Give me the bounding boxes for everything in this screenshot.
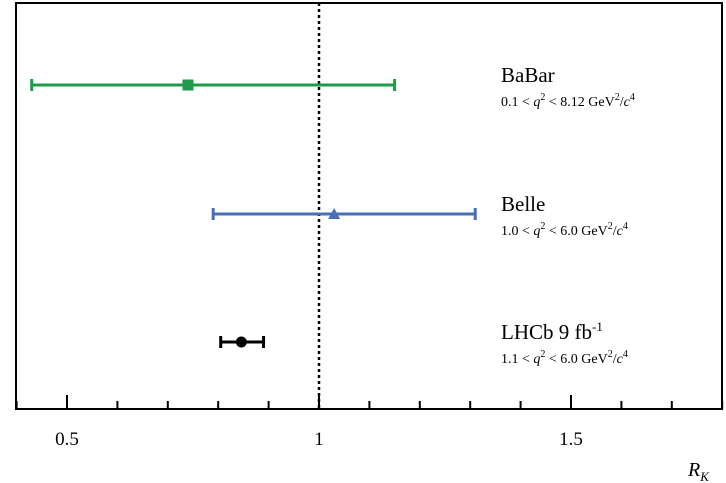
x-axis-ticks: 0.5 1 1.5 — [15, 395, 724, 450]
square-marker — [182, 79, 194, 91]
measurement-1 — [30, 79, 397, 91]
q2-range-label: 0.1 < q2 < 8.12 GeV2/c4 — [501, 92, 635, 110]
x-axis-label: RK — [687, 459, 710, 483]
x-tick-label: 0.5 — [55, 429, 79, 450]
measurement-3 — [219, 336, 266, 348]
measurements-group — [30, 79, 477, 348]
experiment-name: LHCb 9 fb-1 — [501, 319, 603, 344]
x-tick-label: 1 — [314, 429, 324, 450]
measurement-2 — [211, 208, 477, 220]
triangle-marker — [328, 208, 341, 219]
plot-frame — [15, 2, 723, 410]
experiment-name: Belle — [501, 192, 545, 216]
experiment-name: BaBar — [501, 63, 555, 87]
x-tick-label: 1.5 — [559, 429, 583, 450]
experiment-labels-group: BaBar 0.1 < q2 < 8.12 GeV2/c4 Belle 1.0 < q… — [501, 63, 635, 367]
q2-range-label: 1.0 < q2 < 6.0 GeV2/c4 — [501, 221, 628, 239]
circle-marker — [235, 336, 247, 348]
q2-range-label: 1.1 < q2 < 6.0 GeV2/c4 — [501, 349, 628, 367]
